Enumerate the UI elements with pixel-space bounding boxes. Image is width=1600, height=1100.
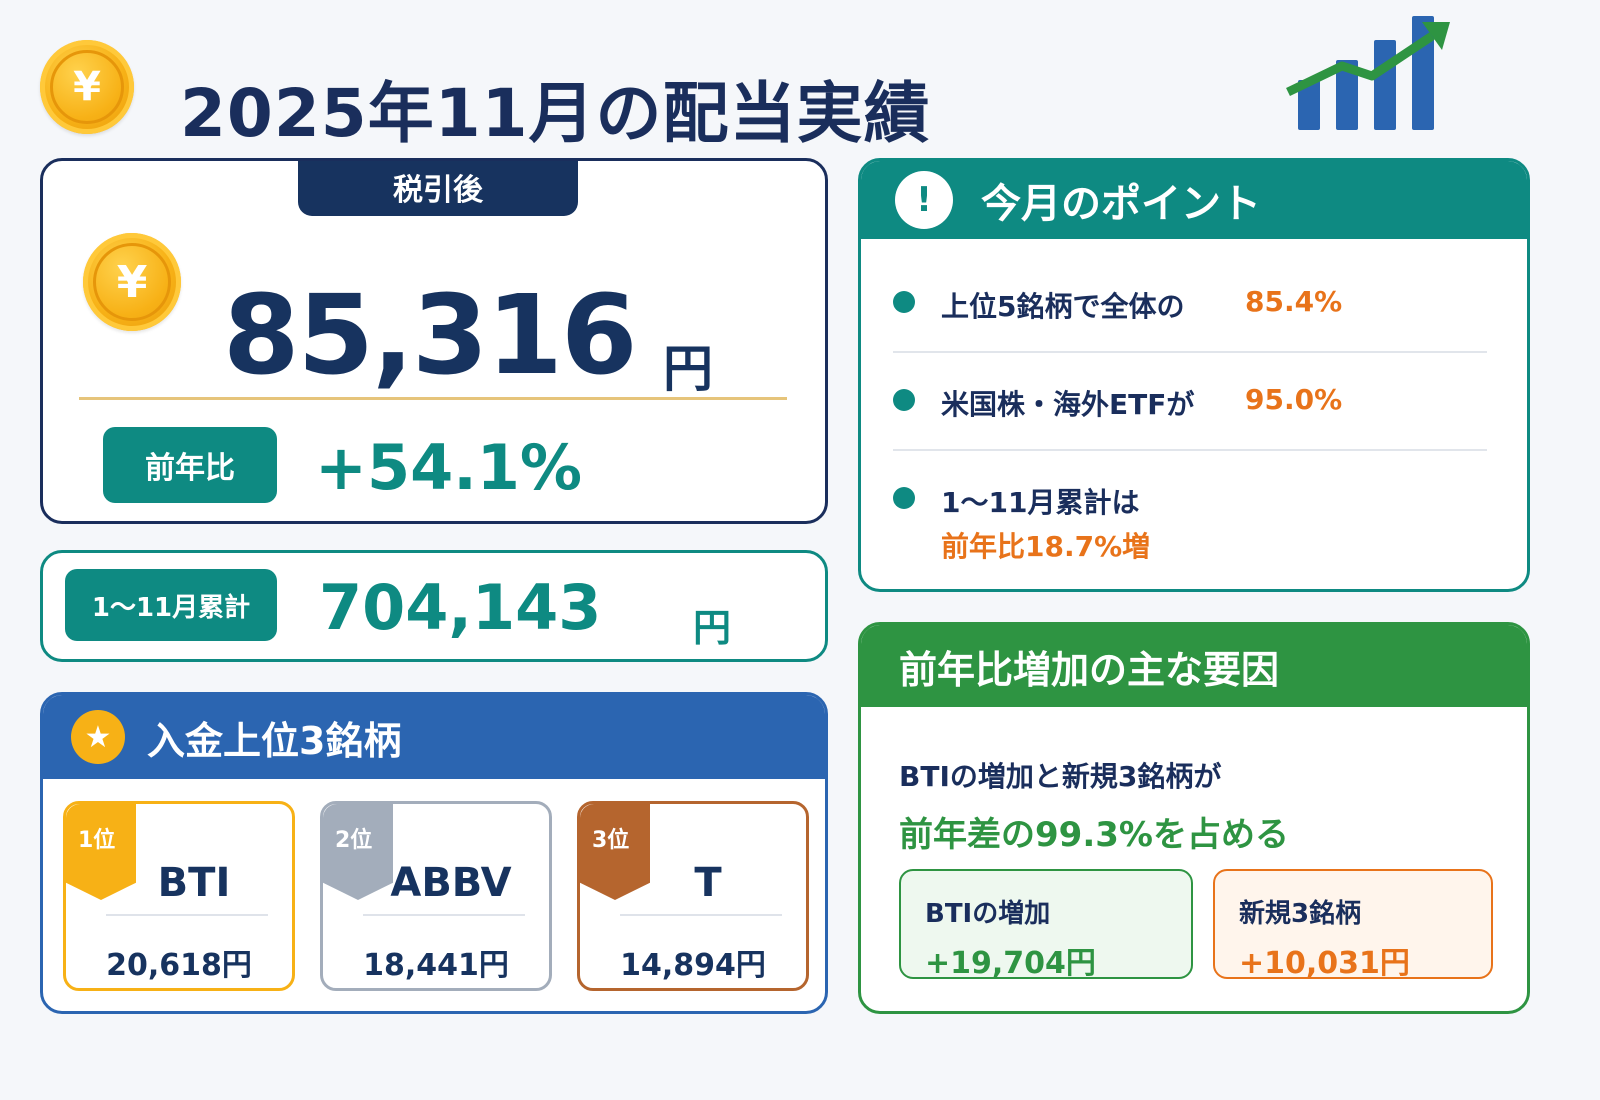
factors-line-1: BTIの増加と新規3銘柄が	[899, 760, 1222, 793]
monthly-dividend-card: 税引後 ¥ 85,316 円 前年比 +54.1%	[40, 158, 828, 524]
rank-amount: 14,894円	[620, 948, 766, 983]
factors-line-2: 前年差の99.3%を占める	[899, 815, 1289, 855]
rank-badge: 2位	[323, 804, 393, 900]
point-text: 1〜11月累計は	[941, 486, 1140, 519]
yoy-value: +54.1%	[315, 431, 583, 504]
rank-amount: 20,618円	[106, 948, 252, 983]
bar-chart-uptrend-icon	[1286, 16, 1450, 130]
rank-amount: 18,441円	[363, 948, 509, 983]
star-icon: ★	[71, 710, 125, 764]
rank-card-1: 1位 BTI 20,618円	[63, 801, 295, 991]
rank-card-3: 3位 T 14,894円	[577, 801, 809, 991]
divider	[893, 449, 1487, 451]
divider	[363, 914, 525, 916]
point-text: 米国株・海外ETFが	[941, 388, 1195, 421]
point-item: 1〜11月累計は 前年比18.7%増	[893, 481, 1487, 563]
factor-new-holdings: 新規3銘柄 +10,031円	[1213, 869, 1493, 981]
cumulative-card: 1〜11月累計 704,143 円	[40, 550, 828, 662]
divider	[893, 351, 1487, 353]
rank-ticker: ABBV	[390, 860, 512, 906]
cumulative-amount: 704,143	[319, 571, 602, 644]
top3-title: 入金上位3銘柄	[147, 718, 402, 763]
point-text: 上位5銘柄で全体の	[941, 290, 1185, 323]
rank-ticker: BTI	[157, 860, 231, 906]
cumulative-unit: 円	[693, 606, 732, 650]
rank-card-2: 2位 ABBV 18,441円	[320, 801, 552, 991]
points-card: ! 今月のポイント 上位5銘柄で全体の 85.4% 米国株・海外ETFが 95.…	[858, 158, 1530, 592]
monthly-amount: 85,316	[223, 271, 637, 399]
cumulative-label: 1〜11月累計	[65, 569, 277, 641]
bullet-icon	[893, 291, 915, 313]
point-highlight: 前年比18.7%増	[941, 530, 1151, 563]
bullet-icon	[893, 389, 915, 411]
exclamation-icon: !	[895, 171, 953, 229]
top3-header: ★ 入金上位3銘柄	[43, 695, 825, 779]
after-tax-tag: 税引後	[298, 161, 578, 216]
monthly-amount-unit: 円	[663, 340, 713, 398]
yen-coin-icon: ¥	[40, 40, 134, 134]
point-highlight: 95.0%	[1245, 383, 1343, 416]
factors-header: 前年比増加の主な要因	[861, 625, 1527, 707]
factor-value: +10,031円	[1239, 946, 1410, 981]
rank-badge: 1位	[66, 804, 136, 900]
factors-title: 前年比増加の主な要因	[899, 647, 1280, 692]
divider	[79, 397, 787, 400]
bullet-icon	[893, 487, 915, 509]
yoy-label: 前年比	[103, 427, 277, 503]
factor-value: +19,704円	[925, 946, 1096, 981]
page-title: 2025年11月の配当実績	[180, 75, 931, 152]
rank-badge: 3位	[580, 804, 650, 900]
top3-card: ★ 入金上位3銘柄 1位 BTI 20,618円 2位 ABBV 18,441円…	[40, 692, 828, 1014]
divider	[620, 914, 782, 916]
factor-label: 新規3銘柄	[1239, 899, 1362, 929]
factors-card: 前年比増加の主な要因 BTIの増加と新規3銘柄が 前年差の99.3%を占める B…	[858, 622, 1530, 1014]
factor-bti: BTIの増加 +19,704円	[899, 869, 1193, 981]
divider	[106, 914, 268, 916]
rank-ticker: T	[694, 860, 722, 906]
point-highlight: 85.4%	[1245, 285, 1343, 318]
factor-label: BTIの増加	[925, 899, 1051, 929]
points-title: 今月のポイント	[981, 181, 1261, 227]
yen-coin-icon: ¥	[83, 233, 181, 331]
points-header: ! 今月のポイント	[861, 161, 1527, 239]
